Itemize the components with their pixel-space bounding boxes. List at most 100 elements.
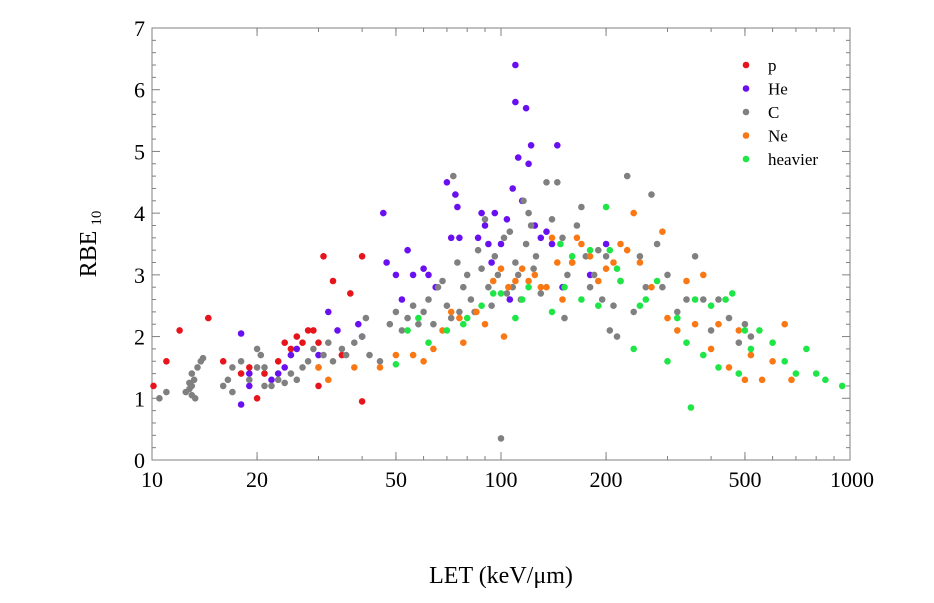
data-point-C — [491, 252, 499, 260]
data-point-p — [261, 370, 268, 377]
data-point-heavier — [691, 296, 699, 303]
data-point-heavier — [687, 404, 695, 411]
data-point-C — [623, 172, 631, 180]
data-point-C — [554, 179, 561, 186]
y-tick-label: 1 — [134, 386, 145, 411]
data-point-He — [281, 364, 289, 371]
data-point-He — [488, 259, 495, 266]
data-point-heavier — [586, 246, 594, 254]
data-point-C — [281, 379, 289, 387]
data-point-C — [664, 271, 671, 279]
data-point-He — [506, 296, 514, 303]
data-point-Ne — [481, 320, 489, 328]
data-point-p — [163, 358, 170, 365]
data-point-C — [253, 364, 261, 371]
data-point-Ne — [707, 345, 715, 353]
data-point-He — [602, 240, 610, 248]
data-point-C — [606, 327, 614, 334]
legend-label-Ne: Ne — [768, 127, 788, 146]
data-point-C — [237, 358, 245, 365]
data-point-He — [527, 142, 535, 149]
data-point-heavier — [443, 327, 451, 334]
data-point-C — [707, 327, 715, 334]
data-point-Ne — [554, 259, 561, 266]
data-point-C — [274, 376, 282, 384]
data-point-C — [310, 345, 317, 353]
data-point-He — [522, 104, 530, 112]
data-point-Ne — [497, 265, 505, 273]
data-point-C — [530, 265, 537, 273]
data-point-C — [725, 314, 733, 322]
data-point-heavier — [741, 327, 749, 334]
y-axis-title-subscript: 10 — [89, 211, 105, 226]
data-point-heavier — [636, 302, 644, 310]
data-point-C — [648, 191, 655, 198]
data-point-Ne — [456, 314, 463, 322]
data-point-He — [237, 401, 245, 408]
data-point-C — [376, 358, 384, 365]
data-point-heavier — [561, 283, 568, 291]
data-point-heavier — [715, 364, 722, 371]
data-point-heavier — [602, 203, 610, 211]
data-point-C — [520, 197, 527, 205]
data-point-heavier — [822, 376, 829, 384]
data-point-C — [602, 252, 610, 260]
data-point-p — [293, 333, 301, 340]
data-point-Ne — [420, 358, 427, 365]
x-axis-title: LET (keV/μm) — [429, 563, 573, 589]
data-point-Ne — [683, 277, 690, 285]
data-point-C — [527, 222, 535, 229]
y-axis-title-main: RBE — [76, 231, 102, 278]
data-point-C — [747, 333, 755, 340]
data-point-He — [497, 240, 505, 248]
data-point-Ne — [325, 376, 332, 384]
data-point-He — [274, 370, 282, 377]
data-point-C — [659, 283, 666, 291]
x-tick-label: 200 — [590, 467, 623, 492]
data-point-C — [351, 339, 358, 347]
data-point-C — [497, 435, 505, 442]
data-point-p — [287, 345, 295, 353]
data-point-Ne — [586, 252, 594, 260]
series-Ne — [315, 209, 795, 384]
data-point-p — [281, 339, 289, 347]
data-point-Ne — [525, 277, 532, 285]
data-point-heavier — [747, 345, 755, 353]
data-point-heavier — [729, 290, 736, 297]
data-point-Ne — [315, 364, 322, 371]
data-point-C — [595, 246, 602, 254]
data-point-heavier — [722, 296, 729, 303]
data-point-C — [293, 376, 301, 384]
data-point-C — [691, 252, 699, 260]
data-point-C — [425, 296, 432, 303]
data-point-He — [380, 209, 387, 217]
data-point-C — [543, 179, 550, 186]
y-tick-label: 0 — [134, 448, 145, 473]
data-point-Ne — [460, 339, 467, 347]
data-point-Ne — [623, 246, 631, 254]
data-point-heavier — [756, 327, 763, 334]
data-point-C — [366, 351, 373, 359]
data-point-p — [329, 277, 337, 285]
data-point-C — [224, 376, 232, 384]
data-point-C — [488, 302, 495, 310]
data-point-C — [564, 271, 571, 279]
data-point-C — [500, 234, 508, 242]
data-point-Ne — [447, 308, 455, 316]
data-point-heavier — [781, 358, 788, 365]
data-point-p — [310, 327, 317, 334]
legend-marker-C — [742, 108, 750, 116]
data-point-heavier — [642, 296, 650, 303]
data-point-He — [509, 185, 516, 192]
data-point-C — [156, 395, 163, 402]
data-point-C — [463, 271, 471, 279]
data-point-He — [443, 179, 451, 186]
data-point-heavier — [478, 302, 485, 310]
data-point-He — [454, 203, 461, 211]
data-point-He — [543, 228, 550, 235]
data-point-He — [287, 351, 295, 359]
y-tick-label: 2 — [134, 325, 145, 350]
data-point-He — [325, 308, 332, 316]
data-point-C — [683, 296, 690, 303]
